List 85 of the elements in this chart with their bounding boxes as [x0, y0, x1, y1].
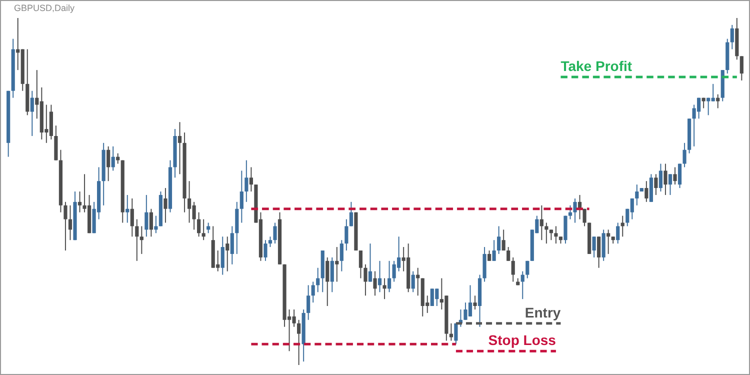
- candlestick: [620, 215, 624, 238]
- candlestick: [206, 222, 210, 234]
- candlestick: [144, 194, 148, 238]
- candlestick: [364, 264, 368, 296]
- candlestick: [511, 256, 515, 282]
- candlestick: [740, 56, 744, 81]
- candlestick: [487, 250, 492, 262]
- chart-title: GBPUSD,Daily: [14, 3, 76, 13]
- candlestick: [664, 163, 668, 196]
- candlestick: [506, 246, 510, 262]
- candlestick: [244, 160, 248, 202]
- candlestick: [554, 226, 558, 244]
- candlestick: [297, 319, 301, 366]
- candlestick: [573, 198, 577, 224]
- candlestick: [64, 201, 68, 251]
- candlestick: [502, 229, 506, 251]
- candlestick: [616, 222, 620, 244]
- candlestick: [378, 260, 382, 293]
- candlestick: [544, 222, 548, 244]
- candlestick: [520, 270, 524, 300]
- candlestick: [682, 142, 686, 168]
- candlestick: [111, 146, 115, 172]
- candlestick: [335, 246, 339, 282]
- candlestick: [582, 208, 586, 227]
- candlestick: [154, 215, 158, 234]
- candlestick: [230, 226, 234, 265]
- candlestick: [326, 256, 330, 307]
- candlestick: [568, 204, 572, 220]
- candlestick: [130, 198, 134, 238]
- candlestick: [268, 236, 272, 248]
- candlestick: [220, 236, 224, 276]
- candlestick: [264, 240, 268, 262]
- series-label: Take Profit: [560, 58, 632, 74]
- candlestick: [473, 295, 477, 310]
- candlestick: [644, 180, 648, 202]
- candlestick: [306, 284, 310, 320]
- candlestick: [654, 174, 658, 196]
- candlestick: [497, 226, 501, 254]
- candlestick: [126, 194, 130, 224]
- candlestick: [68, 204, 72, 241]
- candlestick: [606, 229, 610, 254]
- candlestick: [349, 201, 353, 227]
- candlestick: [373, 270, 377, 296]
- candlestick: [249, 166, 253, 192]
- candlestick: [454, 322, 458, 345]
- candlestick: [202, 218, 206, 241]
- candlestick: [416, 267, 420, 296]
- candlestick: [382, 278, 386, 300]
- candlestick: [592, 236, 596, 258]
- candlestick: [540, 204, 544, 241]
- candlestick: [673, 166, 677, 186]
- candlestick: [226, 236, 230, 272]
- candlestick: [635, 184, 639, 206]
- candlestick: [340, 240, 344, 272]
- candlestick: [316, 267, 320, 293]
- candlestick: [668, 174, 672, 196]
- series-label: Entry: [524, 304, 561, 320]
- candlestick: [411, 270, 415, 293]
- candlestick: [240, 170, 244, 224]
- candlestick: [106, 146, 110, 182]
- candlestick: [140, 226, 144, 254]
- candlestick: [678, 163, 682, 189]
- candlestick: [330, 256, 334, 293]
- candlestick: [78, 191, 82, 213]
- candlestick: [549, 229, 553, 241]
- candlestick: [658, 163, 663, 192]
- candlestick: [164, 188, 168, 224]
- candlestick: [526, 260, 530, 279]
- candlestick: [311, 281, 315, 304]
- candlestick: [597, 236, 601, 268]
- series-label: Stop Loss: [488, 332, 556, 348]
- candlestick: [716, 94, 720, 109]
- candlestick: [197, 212, 201, 238]
- candlestick: [178, 122, 182, 175]
- candlestick: [730, 24, 734, 50]
- candlestick: [273, 222, 277, 244]
- candlestick: [492, 240, 496, 262]
- candlestick: [149, 208, 153, 238]
- candlestick: [344, 218, 348, 251]
- candlestick: [135, 218, 139, 262]
- candlestick: [368, 243, 372, 282]
- candlestick: [358, 250, 363, 279]
- candlestick: [387, 260, 392, 293]
- candlestick: [116, 152, 120, 164]
- candlestick: [30, 90, 34, 136]
